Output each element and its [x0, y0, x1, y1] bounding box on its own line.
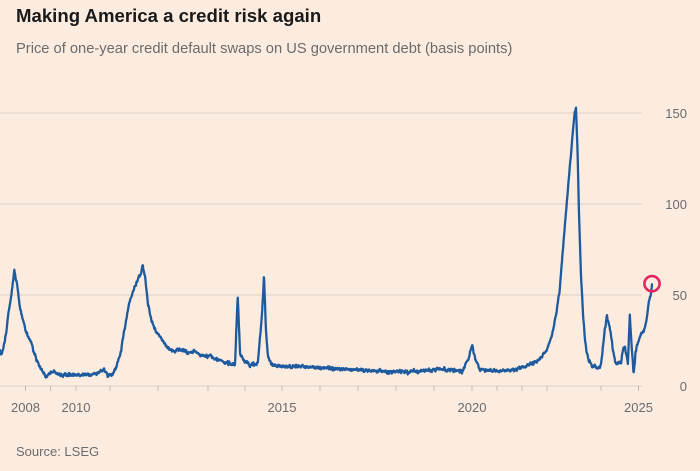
- svg-text:100: 100: [665, 197, 687, 212]
- svg-text:150: 150: [665, 106, 687, 121]
- svg-text:50: 50: [673, 288, 687, 303]
- svg-text:2025: 2025: [624, 400, 653, 415]
- svg-text:0: 0: [680, 379, 687, 394]
- svg-text:2010: 2010: [62, 400, 91, 415]
- svg-text:2008: 2008: [11, 400, 40, 415]
- svg-text:2015: 2015: [268, 400, 297, 415]
- svg-text:2020: 2020: [458, 400, 487, 415]
